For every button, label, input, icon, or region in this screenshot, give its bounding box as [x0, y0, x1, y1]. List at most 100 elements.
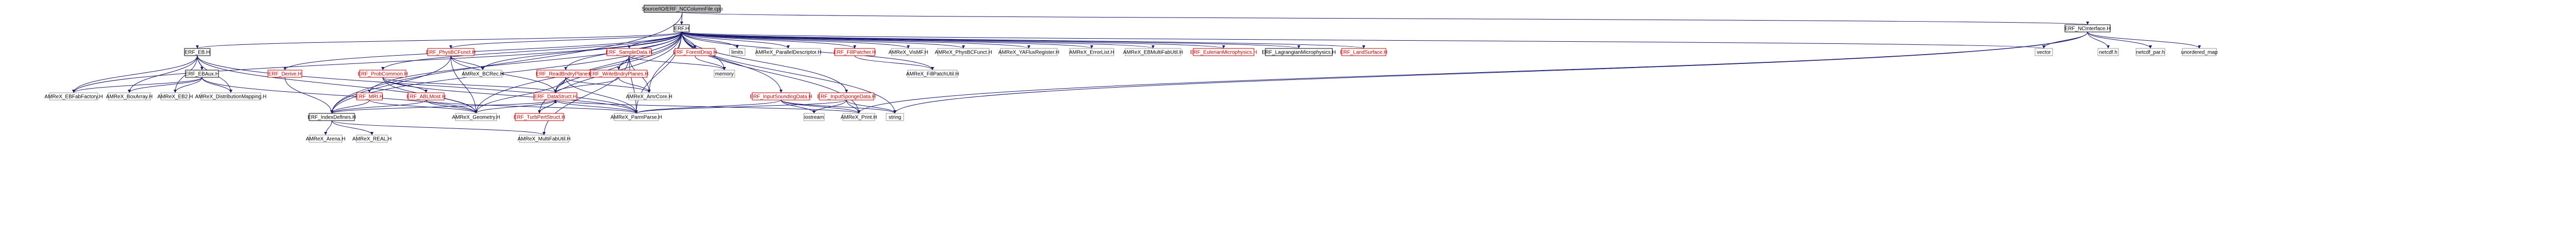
node-label: AMReX_Arena.H — [306, 137, 346, 142]
node-label: AMReX_EBFabFactory.H — [44, 94, 103, 100]
node-lagrangian-h[interactable]: ERF_LagrangianMicrophysics.H — [1262, 48, 1336, 56]
edge-physbcfunct_h-to-indexdefines_h — [330, 55, 451, 114]
node-label: ERF_LagrangianMicrophysics.H — [1262, 50, 1335, 56]
edge-erf_h-to-paralleldesc_h — [681, 31, 790, 49]
node-box — [1193, 48, 1255, 56]
node-label: ERF_NCInterface.H — [2065, 26, 2111, 32]
node-box — [2182, 48, 2217, 56]
node-mri-h[interactable]: ERF_MRI.H — [355, 92, 383, 101]
edge-eb_h-to-boxarray_h — [128, 55, 198, 93]
node-inputsounding-h[interactable]: ERF_InputSoundingData.H — [750, 92, 812, 101]
node-sampledata-h[interactable]: ERF_SampleData.H — [606, 48, 653, 56]
node-label: Source/IO/ERF_NCColumnFile.cpp — [641, 7, 723, 12]
node-box — [834, 48, 875, 56]
node-readbndry-h[interactable]: ERF_ReadBndryPlanes.H — [536, 70, 596, 78]
edge-erf_h-to-indexdefines_h — [330, 31, 682, 114]
node-label: AMReX_EBMultiFabUtil.H — [1123, 50, 1183, 56]
node-box — [2136, 48, 2165, 56]
node-label: ERF_FillPatcher.H — [834, 50, 876, 56]
node-label: ERF_EulerianMicrophysics.H — [1190, 50, 1257, 56]
edge-writebndry_h-to-amrcore_h — [618, 77, 651, 93]
edge-inputsounding_h-to-print_h — [781, 99, 860, 114]
edge-root-to-indexdefines_h — [330, 12, 683, 114]
edge-ebaux_h-to-eb2_h — [174, 77, 202, 93]
node-box — [819, 92, 874, 101]
node-label: iostream — [804, 115, 824, 121]
node-boxarray-h: AMReX_BoxArray.H — [106, 92, 152, 101]
edge-erf_h-to-fluxregister_h — [681, 31, 1030, 49]
edge-sampledata_h-to-memory — [629, 55, 726, 71]
edge-datastruct_h-to-indexdefines_h — [330, 99, 556, 114]
edge-ncinterface_h-to-vector — [2042, 31, 2088, 49]
edge-indexdefines_h-to-multifabutil_h — [331, 120, 546, 136]
node-probcommon-h[interactable]: ERF_ProbCommon.H — [358, 70, 408, 78]
edge-ablmost_h-to-indexdefines_h — [330, 99, 427, 114]
node-label: string — [889, 115, 901, 121]
node-ncinterface-h[interactable]: ERF_NCInterface.H — [2064, 24, 2111, 32]
edge-readbndry_h-to-geometry_h — [474, 77, 566, 114]
node-box — [628, 92, 670, 101]
node-label: ERF_PhysBCFunct.H — [426, 50, 476, 56]
node-box — [674, 48, 716, 56]
node-turbpert-h[interactable]: ERF_TurbPertStruct.H — [514, 113, 565, 121]
node-datastruct-h[interactable]: ERF_DataStruct.H — [533, 92, 578, 101]
edge-probcommon_h-to-parmparse_h — [382, 77, 638, 114]
node-label: ERF_TurbPertStruct.H — [514, 115, 565, 121]
node-amrex-physbc-h: AMReX_PhysBCFunct.H — [935, 48, 992, 56]
node-label: limits — [732, 50, 743, 56]
edge-erf_h-to-ebfabfactory_h — [72, 31, 682, 93]
node-physbcfunct-h[interactable]: ERF_PhysBCFunct.H — [426, 48, 476, 56]
node-ebmultifab-h: AMReX_EBMultiFabUtil.H — [1123, 48, 1183, 56]
node-unordered-map: unordered_map — [2181, 48, 2218, 56]
node-box — [891, 48, 926, 56]
node-landsurface-h[interactable]: ERF_LandSurface.H — [1340, 48, 1387, 56]
node-forestdrag-h[interactable]: ERF_ForestDrag.H — [673, 48, 717, 56]
node-ablmost-h[interactable]: ERF_ABLMost.H — [406, 92, 446, 101]
node-eulerian-h[interactable]: ERF_EulerianMicrophysics.H — [1190, 48, 1257, 56]
node-label: unordered_map — [2181, 50, 2218, 56]
edge-ebaux_h-to-boxarray_h — [128, 77, 202, 93]
edge-erf_h-to-amrcore_h — [648, 31, 682, 93]
node-box — [533, 92, 578, 101]
node-indexdefines-h[interactable]: ERF_IndexDefines.H — [308, 113, 356, 121]
node-ebfabfactory-h: AMReX_EBFabFactory.H — [44, 92, 103, 101]
node-root[interactable]: Source/IO/ERF_NCColumnFile.cpp — [641, 5, 723, 13]
edge-mri_h-to-geometry_h — [369, 99, 478, 114]
node-box — [1341, 48, 1386, 56]
edge-erf_h-to-physbcfunct_h — [449, 31, 682, 49]
edge-ncinterface_h-to-print_h — [857, 31, 2088, 114]
edge-ebaux_h-to-ebfabfactory_h — [72, 77, 202, 93]
node-eb-h[interactable]: ERF_EB.H — [184, 48, 211, 56]
node-label: ERF_ReadBndryPlanes.H — [536, 72, 596, 77]
node-box — [1000, 48, 1058, 56]
node-inputsponge-h[interactable]: ERF_InputSpongeData.H — [817, 92, 876, 101]
edge-erf_h-to-bcrec_h — [481, 31, 682, 71]
node-erf-h[interactable]: ERF.H — [673, 24, 690, 32]
node-box — [1265, 48, 1333, 56]
edge-erf_h-to-vismf_h — [681, 31, 910, 49]
edge-turbpert_h-to-datastruct_h — [539, 99, 557, 114]
edge-eb_h-to-geometry_h — [197, 55, 478, 114]
node-ebaux-h[interactable]: ERF_EBAux.H — [185, 70, 219, 78]
node-label: ERF_ForestDrag.H — [673, 50, 717, 56]
node-label: AMReX_FillPatchUtil.H — [906, 72, 959, 77]
node-label: ERF_InputSpongeData.H — [817, 94, 875, 100]
node-fillpatcher-h[interactable]: ERF_FillPatcher.H — [834, 48, 876, 56]
node-amrcore-h: AMReX_AmrCore.H — [626, 92, 672, 101]
node-iostream: iostream — [803, 113, 825, 121]
node-limits: limits — [729, 48, 745, 56]
node-label: AMReX_VisMF.H — [888, 50, 928, 56]
edge-eb_h-to-parmparse_h — [197, 55, 638, 114]
edge-erf_h-to-derive_h — [283, 31, 682, 71]
node-box — [200, 92, 261, 101]
edge-ncinterface_h-to-netcdf_h — [2087, 31, 2110, 49]
edge-eb_h-to-ebfabfactory_h — [72, 55, 198, 93]
edge-datastruct_h-to-parmparse_h — [555, 99, 638, 114]
node-box — [756, 48, 821, 56]
edge-erf_h-to-eb_h — [196, 31, 682, 49]
node-writebndry-h[interactable]: ERF_WriteBndryPlanes.H — [589, 70, 649, 78]
edge-inputsounding_h-to-string — [781, 99, 896, 114]
node-derive-h[interactable]: ERF_Derive.H — [267, 70, 302, 78]
node-box — [752, 92, 810, 101]
